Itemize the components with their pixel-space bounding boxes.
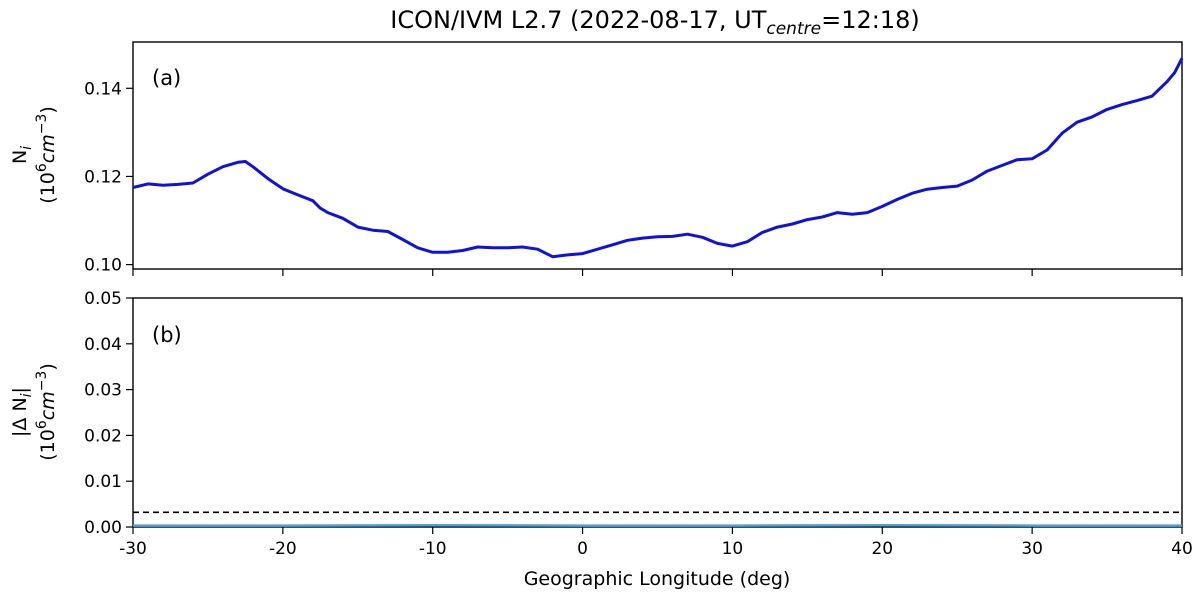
svg-text:Ni: Ni [9,146,35,164]
panel-a-y-tick-label: 0.14 [84,79,122,99]
panel-b-y-tick-label: 0.05 [84,289,122,309]
panel-b-y-tick-label: 0.01 [84,472,122,492]
panel-b-y-tick-label: 0.03 [84,381,122,401]
panel-b-x-tick-label: 10 [722,539,744,559]
panel-a-y-tick-label: 0.10 [84,256,122,276]
svg-text:(106cm−3): (106cm−3) [34,106,59,204]
svg-text:(106cm−3): (106cm−3) [34,363,59,461]
panel-a-y-axis-label: Ni (106cm−3) [9,106,59,204]
svg-text:|Δ Ni|: |Δ Ni| [9,387,35,437]
chart-title: ICON/IVM L2.7 (2022-08-17, UTcentre=12:1… [390,6,919,39]
panel-b-y-ticks: 0.00 0.01 0.02 0.03 0.04 0.05 [84,289,133,538]
panel-b-x-tick-label: -10 [419,539,447,559]
panel-a-x-ticks [132,269,1183,276]
panel-a-frame [132,41,1183,270]
panel-b-x-tick-label: -30 [119,539,147,559]
panel-b-x-ticks: -30 -20 -10 0 10 20 30 40 [119,527,1193,559]
panel-b-y-axis-label: |Δ Ni| (106cm−3) [9,363,59,461]
panel-a-tag: (a) [152,66,181,90]
panel-b-x-tick-label: 20 [871,539,893,559]
panel-b-y-tick-label: 0.02 [84,426,122,446]
x-axis-label: Geographic Longitude (deg) [524,568,791,590]
panel-b-x-tick-label: -20 [269,539,297,559]
panel-b-y-tick-label: 0.00 [84,518,122,538]
panel-a-y-ticks: 0.10 0.12 0.14 [84,79,133,276]
panel-b: 0.00 0.01 0.02 0.03 0.04 0.05 -30 -20 -10 0 10 20 3… [9,289,1193,590]
panel-b-x-tick-label: 30 [1021,539,1043,559]
panel-a-series-line [132,57,1184,259]
panel-a: 0.10 0.12 0.14 (a) Ni (106cm−3) [9,41,1184,276]
chart-title-subscript: centre [766,19,821,39]
panel-a-y-tick-label: 0.12 [84,167,122,187]
panel-b-x-tick-label: 40 [1171,539,1193,559]
panel-b-y-tick-label: 0.04 [84,335,122,355]
panel-b-frame [132,297,1183,528]
panel-b-x-tick-label: 0 [577,539,588,559]
panel-b-tag: (b) [152,323,182,347]
